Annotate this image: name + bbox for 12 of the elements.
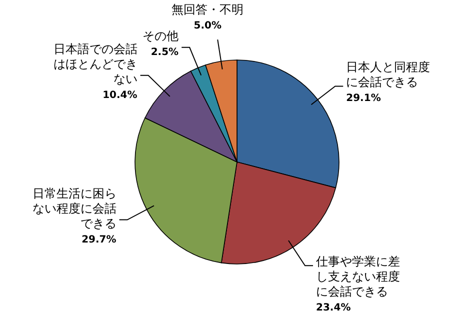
data-label: 10.4% xyxy=(102,90,138,101)
data-label: 5.0% xyxy=(194,20,222,32)
slice-label: 無回答・不明 xyxy=(172,2,244,17)
data-label: 23.4% xyxy=(316,302,351,314)
slice-label: 日本人と同程度に会話できる xyxy=(346,60,430,90)
data-label: 2.5% xyxy=(150,46,179,58)
slice-label: その他 xyxy=(142,28,179,43)
slice-label: 日常生活に困らない程度に会話できる xyxy=(32,186,116,230)
slice-label: 日本語での会話はほとんどできない xyxy=(53,42,138,86)
data-label: 29.1% xyxy=(346,93,381,104)
data-label: 29.7% xyxy=(82,234,116,246)
slice-label: 仕事や学業に差し支えない程度に会話できる xyxy=(315,254,400,299)
